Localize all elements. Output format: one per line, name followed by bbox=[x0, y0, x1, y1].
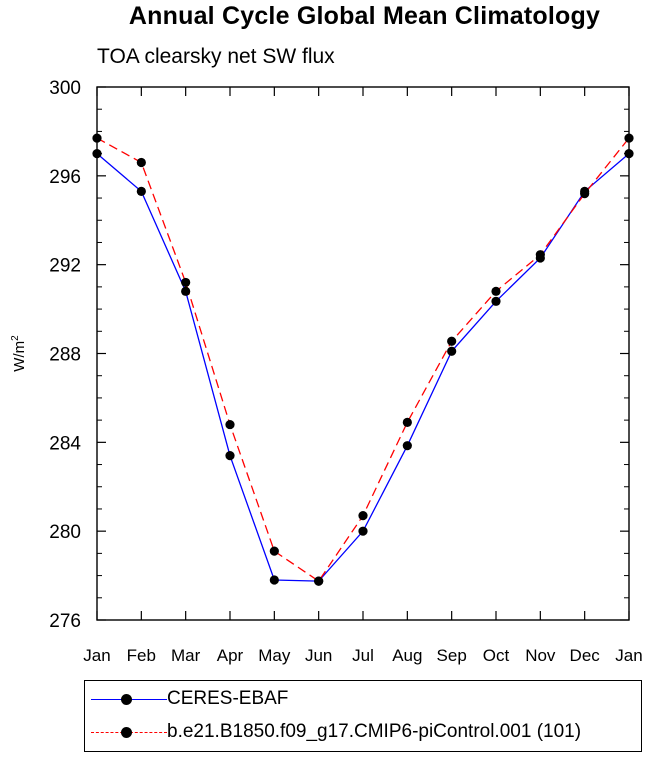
y-tick-label: 288 bbox=[49, 345, 81, 366]
series-1-point bbox=[580, 189, 590, 199]
series-0-point bbox=[136, 186, 146, 196]
series-1-point bbox=[358, 511, 368, 521]
legend-marker-0 bbox=[121, 694, 132, 705]
plot-frame bbox=[96, 86, 630, 621]
x-tick-label: Jul bbox=[352, 646, 374, 665]
y-axis-label: W/m2 bbox=[10, 335, 28, 372]
x-tick-label: Sep bbox=[437, 646, 467, 665]
series-1-point bbox=[402, 417, 412, 427]
series-0-point bbox=[447, 346, 457, 356]
x-tick-label: Feb bbox=[127, 646, 156, 665]
x-tick-label: Oct bbox=[483, 646, 510, 665]
x-tick-label: Dec bbox=[570, 646, 601, 665]
legend-label-0: CERES-EBAF bbox=[167, 688, 289, 709]
y-tick-label: 296 bbox=[49, 167, 81, 188]
series-1-point bbox=[491, 286, 501, 296]
series-1-point bbox=[535, 250, 545, 260]
series-1-point bbox=[269, 546, 279, 556]
series-1-point bbox=[314, 576, 324, 586]
y-tick-label: 280 bbox=[49, 522, 81, 543]
legend-marker-1 bbox=[121, 727, 132, 738]
series-0-point bbox=[269, 575, 279, 585]
x-tick-label: Apr bbox=[217, 646, 244, 665]
legend-item-1: b.e21.B1850.f09_g17.CMIP6-piControl.001 … bbox=[85, 719, 641, 747]
series-1-point bbox=[225, 419, 235, 430]
series-0-point bbox=[358, 526, 368, 536]
x-tick-labels: Jan Feb Mar Apr May Jun Jul Aug Sep Oct Nov Dec Jan bbox=[83, 646, 642, 665]
series-1-point bbox=[136, 157, 146, 168]
series-0-point bbox=[402, 441, 412, 451]
axis-ticks bbox=[96, 86, 630, 621]
y-tick-label: 300 bbox=[49, 78, 81, 99]
x-tick-label: Jan bbox=[83, 646, 110, 665]
y-tick-label: 276 bbox=[49, 611, 81, 632]
series-layer bbox=[92, 133, 634, 586]
x-tick-label: Mar bbox=[171, 646, 201, 665]
line-chart: Jan Feb Mar Apr May Jun Jul Aug Sep Oct Nov Dec Jan … bbox=[10, 78, 643, 665]
series-0-point bbox=[491, 296, 501, 306]
legend-label-1: b.e21.B1850.f09_g17.CMIP6-piControl.001 … bbox=[167, 721, 582, 742]
x-tick-label: Jan bbox=[615, 646, 642, 665]
x-tick-label: May bbox=[258, 646, 291, 665]
legend: CERES-EBAF b.e21.B1850.f09_g17.CMIP6-piC… bbox=[84, 680, 642, 752]
x-tick-label: Aug bbox=[392, 646, 422, 665]
y-tick-label: 292 bbox=[49, 256, 81, 277]
x-tick-label: Nov bbox=[525, 646, 556, 665]
x-tick-label: Jun bbox=[305, 646, 332, 665]
legend-item-0: CERES-EBAF bbox=[85, 686, 641, 714]
y-tick-labels: 276 280 284 288 292 296 300 bbox=[49, 78, 81, 632]
series-0-point bbox=[181, 286, 191, 296]
chart-title: Annual Cycle Global Mean Climatology bbox=[128, 2, 601, 30]
y-tick-label: 284 bbox=[49, 433, 81, 454]
series-1-point bbox=[181, 277, 191, 288]
chart-subtitle: TOA clearsky net SW flux bbox=[97, 45, 335, 68]
series-0-point bbox=[225, 451, 235, 461]
series-1-point bbox=[447, 336, 457, 346]
